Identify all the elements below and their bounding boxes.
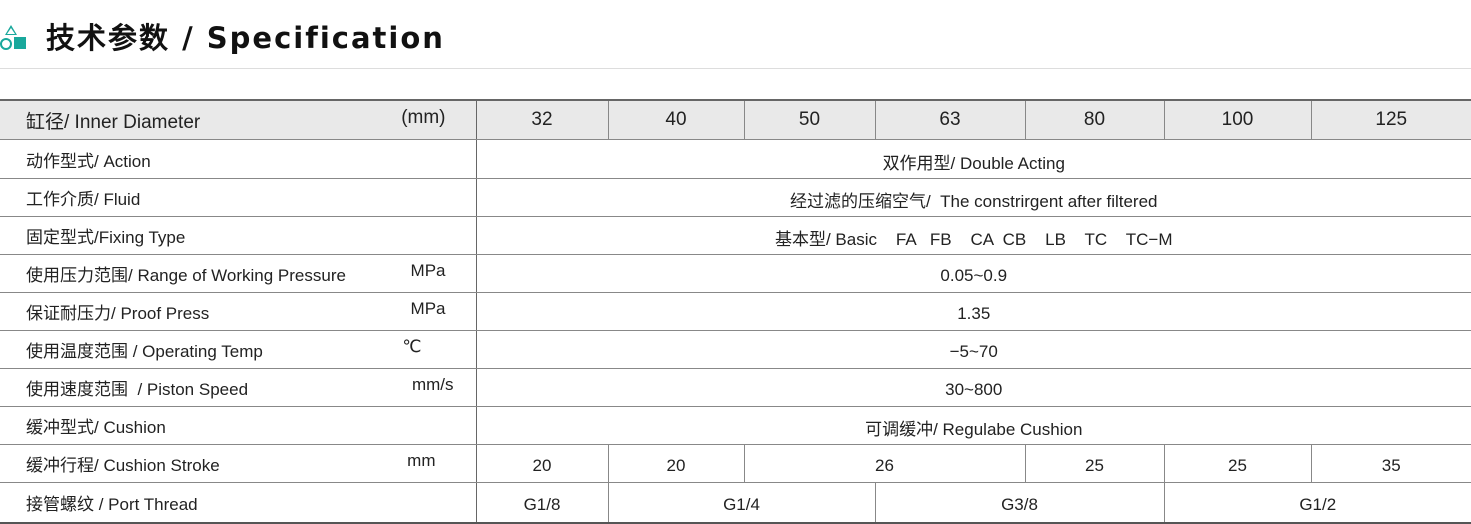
row-value: 0.05~0.9	[475, 254, 1471, 293]
row-value: 双作用型/ Double Acting	[475, 139, 1471, 179]
row-unit: mm/s	[411, 375, 454, 394]
row-unit: (mm)	[401, 106, 446, 128]
bore-cell: 50	[743, 99, 875, 140]
table-row: 使用压力范围/ Range of Working Pressure MPa 0.05…	[0, 254, 1471, 293]
row-label: 保证耐压力/ Proof Press	[26, 304, 210, 323]
page-title: 技术参数 / Specification	[46, 21, 445, 55]
divider	[0, 68, 1471, 69]
table-row: 固定型式/Fixing Type 基本型/ Basic FA FB CA CB L…	[0, 216, 1471, 255]
stroke-cell: 26	[743, 444, 1025, 483]
port-cell: G3/8	[874, 482, 1164, 524]
stroke-cell: 20	[607, 444, 744, 483]
row-label: 缓冲型式/ Cushion	[26, 418, 166, 437]
table-row-bore: 缸径/ Inner Diameter (mm) 32 40 50 63 80 10…	[0, 99, 1471, 140]
row-label: 工作介质/ Fluid	[26, 190, 141, 209]
row-value: 可调缓冲/ Regulabe Cushion	[475, 406, 1471, 445]
row-unit: MPa	[410, 261, 446, 280]
row-label: 接管螺纹 / Port Thread	[26, 495, 198, 514]
bore-cell: 80	[1024, 99, 1164, 140]
row-label: 缓冲行程/ Cushion Stroke	[26, 456, 220, 475]
shapes-logo-icon	[0, 21, 30, 51]
bore-cell: 40	[607, 99, 744, 140]
row-label: 使用速度范围 / Piston Speed	[26, 380, 249, 399]
port-cell: G1/4	[607, 482, 875, 524]
port-cell: G1/8	[475, 482, 608, 524]
row-unit: ℃	[402, 337, 422, 356]
row-value: 经过滤的压缩空气/ The constrirgent after filtere…	[475, 178, 1471, 217]
table-row: 使用温度范围 / Operating Temp ℃ −5~70	[0, 330, 1471, 369]
row-value: −5~70	[475, 330, 1471, 369]
port-cell: G1/2	[1163, 482, 1471, 524]
bore-cell: 125	[1310, 99, 1471, 140]
table-row: 保证耐压力/ Proof Press MPa 1.35	[0, 292, 1471, 331]
stroke-cell: 35	[1310, 444, 1471, 483]
row-label: 动作型式/ Action	[26, 151, 151, 171]
spec-table: 缸径/ Inner Diameter (mm) 32 40 50 63 80 10…	[0, 99, 1471, 524]
bore-cell: 32	[475, 99, 608, 140]
row-label: 固定型式/Fixing Type	[26, 228, 186, 247]
table-row: 使用速度范围 / Piston Speed mm/s 30~800	[0, 368, 1471, 407]
bore-cell: 100	[1163, 99, 1311, 140]
stroke-cell: 25	[1024, 444, 1164, 483]
row-unit: mm	[407, 451, 436, 470]
table-row: 工作介质/ Fluid 经过滤的压缩空气/ The constrirgent af…	[0, 178, 1471, 217]
table-row: 动作型式/ Action 双作用型/ Double Acting	[0, 139, 1471, 179]
section-header: 技术参数 / Specification	[0, 16, 445, 56]
stroke-cell: 25	[1163, 444, 1311, 483]
row-value: 30~800	[475, 368, 1471, 407]
table-row-port: 接管螺纹 / Port Thread G1/8 G1/4 G3/8 G1/2	[0, 482, 1471, 524]
row-value: 1.35	[475, 292, 1471, 331]
table-row-stroke: 缓冲行程/ Cushion Stroke mm 20 20 26 25 25 35	[0, 444, 1471, 483]
row-label: 缸径/ Inner Diameter	[26, 111, 201, 133]
row-unit: MPa	[410, 299, 446, 318]
table-row: 缓冲型式/ Cushion 可调缓冲/ Regulabe Cushion	[0, 406, 1471, 445]
stroke-cell: 20	[475, 444, 608, 483]
row-label: 使用温度范围 / Operating Temp	[26, 342, 263, 361]
row-label: 使用压力范围/ Range of Working Pressure	[26, 266, 346, 285]
row-value: 基本型/ Basic FA FB CA CB LB TC TC−M	[475, 216, 1471, 255]
bore-cell: 63	[874, 99, 1025, 140]
